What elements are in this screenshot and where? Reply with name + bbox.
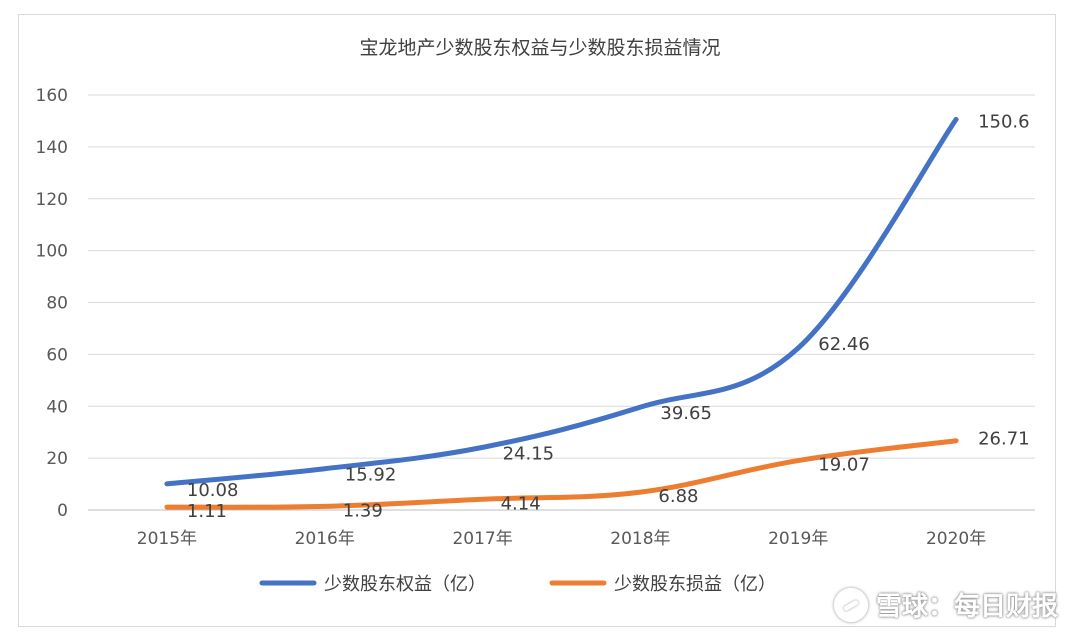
x-tick-label: 2016年 bbox=[295, 529, 355, 549]
data-label: 4.14 bbox=[501, 493, 541, 514]
y-tick-label: 120 bbox=[36, 190, 68, 210]
legend-label-0: 少数股东权益（亿） bbox=[324, 574, 486, 595]
y-tick-label: 80 bbox=[46, 294, 68, 314]
series-line-0 bbox=[164, 116, 959, 487]
y-tick-label: 0 bbox=[57, 501, 68, 521]
data-label: 10.08 bbox=[187, 480, 239, 501]
x-axis: 2015年 2016年 2017年 2018年 2019年 2020年 bbox=[137, 529, 986, 549]
watermark-text: 雪球：每日财报 bbox=[875, 592, 1058, 622]
data-label: 1.39 bbox=[343, 500, 383, 521]
chart-title: 宝龙地产少数股东权益与少数股东损益情况 bbox=[359, 37, 720, 59]
x-tick-label: 2015年 bbox=[137, 529, 197, 549]
data-label: 6.88 bbox=[658, 486, 698, 507]
legend: 少数股东权益（亿） 少数股东损益（亿） bbox=[259, 574, 776, 595]
y-tick-label: 160 bbox=[36, 86, 68, 106]
data-label: 26.71 bbox=[978, 429, 1030, 450]
x-tick-label: 2018年 bbox=[610, 529, 670, 549]
x-tick-label: 2020年 bbox=[926, 529, 986, 549]
legend-label-1: 少数股东损益（亿） bbox=[614, 574, 776, 595]
x-tick-label: 2017年 bbox=[452, 529, 512, 549]
y-axis: 0 20 40 60 80 100 120 140 160 bbox=[36, 86, 68, 521]
data-label: 150.6 bbox=[978, 111, 1030, 132]
y-tick-label: 140 bbox=[36, 138, 68, 158]
data-label: 62.46 bbox=[818, 334, 870, 355]
y-tick-label: 100 bbox=[36, 242, 68, 262]
data-label: 24.15 bbox=[503, 443, 555, 464]
data-label: 15.92 bbox=[345, 465, 397, 486]
series-line-1 bbox=[164, 438, 959, 510]
watermark: 雪球：每日财报 bbox=[833, 586, 1058, 623]
y-tick-label: 40 bbox=[46, 397, 68, 417]
chart-frame bbox=[18, 14, 1056, 627]
data-labels: 10.08 15.92 24.15 39.65 62.46 150.6 1.11 1.39 4.… bbox=[187, 111, 1030, 522]
data-label: 39.65 bbox=[660, 403, 712, 424]
y-tick-label: 20 bbox=[46, 449, 68, 469]
data-label: 1.11 bbox=[187, 501, 227, 522]
series-lines bbox=[164, 116, 959, 510]
data-label: 19.07 bbox=[818, 455, 870, 476]
x-tick-label: 2019年 bbox=[768, 529, 828, 549]
y-tick-label: 60 bbox=[46, 345, 68, 365]
snowball-logo-icon bbox=[833, 587, 868, 622]
